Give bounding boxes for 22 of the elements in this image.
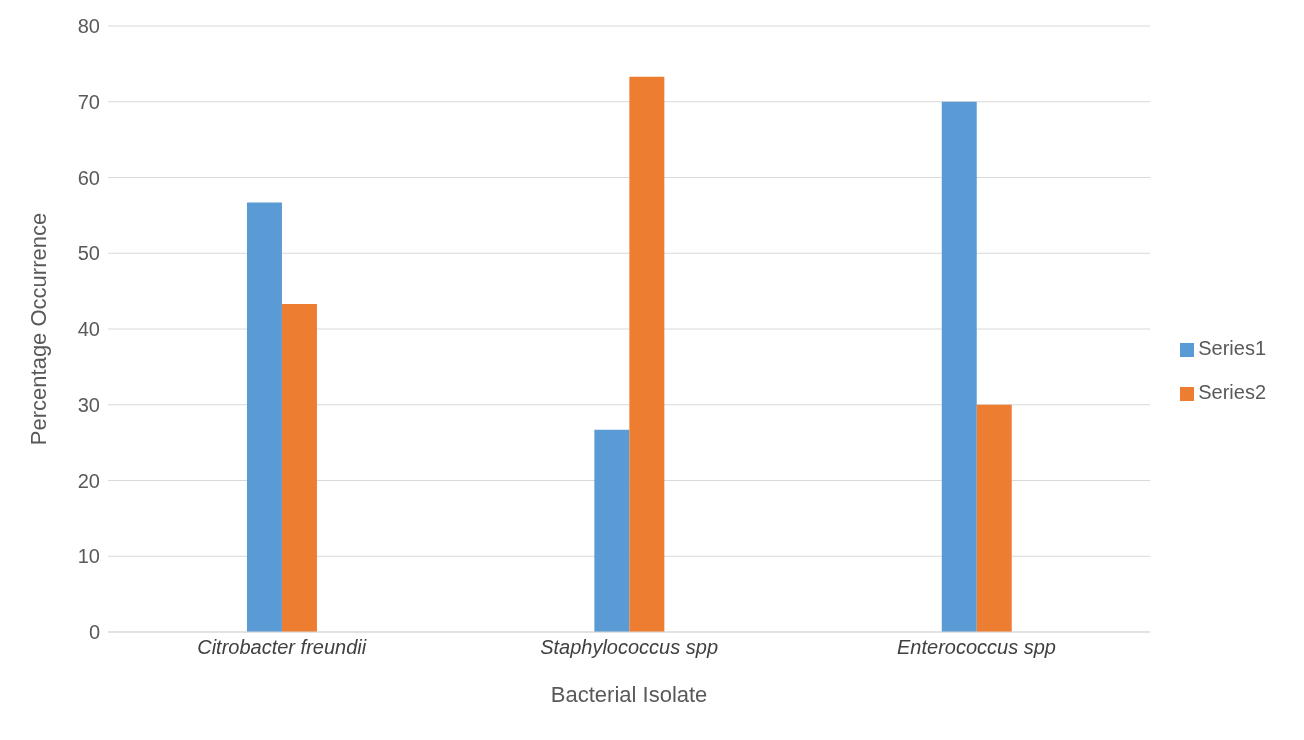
y-tick-label: 20: [77, 469, 100, 492]
bar: [941, 101, 977, 632]
y-tick-label: 10: [77, 545, 100, 568]
x-tick-label: Enterococcus spp: [897, 636, 1056, 659]
y-tick-label: 0: [88, 621, 100, 644]
y-tick-label: 80: [77, 15, 100, 38]
bar: [629, 76, 665, 632]
bar: [976, 404, 1012, 632]
y-tick-label: 40: [77, 318, 100, 341]
x-tick-label: Staphylococcus spp: [540, 636, 719, 659]
y-tick-label: 70: [77, 90, 100, 113]
y-tick-label: 30: [77, 393, 100, 416]
x-axis-title: Bacterial Isolate: [550, 682, 708, 707]
bar: [246, 202, 282, 632]
legend-label: Series1: [1198, 337, 1266, 359]
y-axis-title: Percentage Occurrence: [25, 212, 51, 446]
x-tick-label: Citrobacter freundii: [197, 636, 367, 659]
bar: [281, 304, 317, 632]
y-tick-label: 60: [77, 166, 100, 189]
bar: [594, 429, 630, 632]
legend-label: Series2: [1198, 381, 1266, 403]
y-tick-label: 50: [77, 242, 100, 265]
